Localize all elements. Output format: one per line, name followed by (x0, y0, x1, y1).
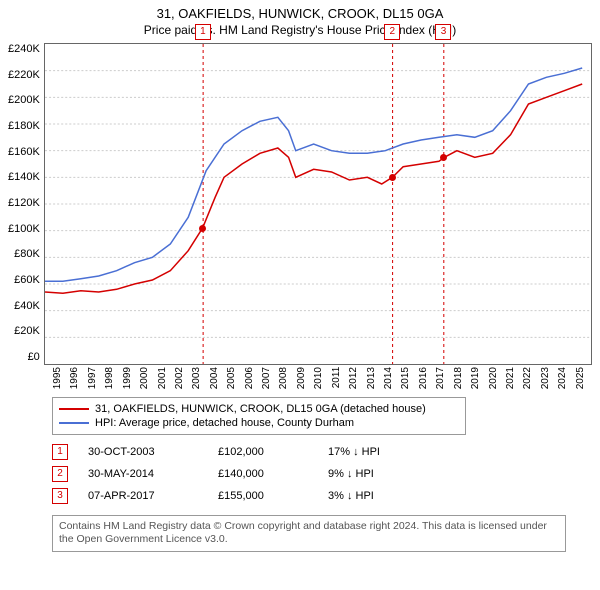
x-tick: 1999 (122, 367, 139, 389)
legend-item: HPI: Average price, detached house, Coun… (59, 416, 459, 430)
x-tick: 2015 (400, 367, 417, 389)
page-title: 31, OAKFIELDS, HUNWICK, CROOK, DL15 0GA (8, 6, 592, 21)
event-number: 2 (52, 466, 68, 482)
x-tick: 2002 (174, 367, 191, 389)
event-marker: 1 (195, 24, 211, 40)
y-tick: £20K (14, 325, 40, 337)
x-tick: 2006 (244, 367, 261, 389)
x-tick: 2020 (488, 367, 505, 389)
event-diff: 17% ↓ HPI (328, 446, 418, 458)
x-tick: 1995 (52, 367, 69, 389)
plot-svg (45, 44, 591, 364)
x-tick: 1998 (104, 367, 121, 389)
event-row: 1 30-OCT-2003 £102,000 17% ↓ HPI (52, 441, 592, 463)
y-tick: £140K (8, 171, 40, 183)
y-tick: £120K (8, 197, 40, 209)
x-tick: 2007 (261, 367, 278, 389)
x-tick: 2017 (435, 367, 452, 389)
x-tick: 2012 (348, 367, 365, 389)
event-list: 1 30-OCT-2003 £102,000 17% ↓ HPI 2 30-MAY-201… (52, 441, 592, 507)
x-tick: 2005 (226, 367, 243, 389)
y-tick: £200K (8, 94, 40, 106)
x-tick: 2008 (278, 367, 295, 389)
x-tick: 2014 (383, 367, 400, 389)
x-tick: 2000 (139, 367, 156, 389)
y-tick: £160K (8, 146, 40, 158)
event-dot (440, 154, 447, 161)
event-price: £140,000 (218, 468, 308, 480)
x-tick: 2021 (505, 367, 522, 389)
event-diff: 3% ↓ HPI (328, 490, 418, 502)
plot-area: 123 (44, 43, 592, 365)
x-tick: 2010 (313, 367, 330, 389)
event-row: 2 30-MAY-2014 £140,000 9% ↓ HPI (52, 463, 592, 485)
legend-swatch (59, 422, 89, 424)
y-tick: £220K (8, 69, 40, 81)
page-subtitle: Price paid vs. HM Land Registry's House … (8, 23, 592, 37)
event-dot (389, 174, 396, 181)
x-tick: 2016 (418, 367, 435, 389)
legend-label: 31, OAKFIELDS, HUNWICK, CROOK, DL15 0GA … (95, 403, 426, 415)
y-tick: £100K (8, 223, 40, 235)
y-tick: £180K (8, 120, 40, 132)
event-price: £155,000 (218, 490, 308, 502)
x-tick: 2013 (366, 367, 383, 389)
x-tick: 2001 (157, 367, 174, 389)
x-tick: 2025 (575, 367, 592, 389)
event-price: £102,000 (218, 446, 308, 458)
x-tick: 2018 (453, 367, 470, 389)
chart: £240K £220K £200K £180K £160K £140K £120K £100K… (8, 43, 592, 365)
event-dot (199, 225, 206, 232)
event-date: 30-OCT-2003 (88, 446, 198, 458)
y-tick: £0 (28, 351, 40, 363)
x-axis: 1995199619971998199920002001200220032004… (52, 367, 592, 389)
x-tick: 2003 (191, 367, 208, 389)
x-tick: 2022 (522, 367, 539, 389)
event-marker: 2 (384, 24, 400, 40)
legend-swatch (59, 408, 89, 410)
y-tick: £80K (14, 248, 40, 260)
y-tick: £40K (14, 300, 40, 312)
legend: 31, OAKFIELDS, HUNWICK, CROOK, DL15 0GA … (52, 397, 466, 435)
x-tick: 2023 (540, 367, 557, 389)
event-diff: 9% ↓ HPI (328, 468, 418, 480)
event-marker: 3 (435, 24, 451, 40)
event-date: 30-MAY-2014 (88, 468, 198, 480)
y-axis: £240K £220K £200K £180K £160K £140K £120K £100K… (8, 43, 44, 363)
event-row: 3 07-APR-2017 £155,000 3% ↓ HPI (52, 485, 592, 507)
event-date: 07-APR-2017 (88, 490, 198, 502)
x-tick: 1996 (69, 367, 86, 389)
event-number: 1 (52, 444, 68, 460)
y-tick: £240K (8, 43, 40, 55)
x-tick: 2011 (331, 367, 348, 389)
legend-label: HPI: Average price, detached house, Coun… (95, 417, 354, 429)
x-tick: 2024 (557, 367, 574, 389)
x-tick: 2019 (470, 367, 487, 389)
event-number: 3 (52, 488, 68, 504)
legend-item: 31, OAKFIELDS, HUNWICK, CROOK, DL15 0GA … (59, 402, 459, 416)
x-tick: 1997 (87, 367, 104, 389)
x-tick: 2009 (296, 367, 313, 389)
footer-note: Contains HM Land Registry data © Crown c… (52, 515, 566, 551)
x-tick: 2004 (209, 367, 226, 389)
y-tick: £60K (14, 274, 40, 286)
